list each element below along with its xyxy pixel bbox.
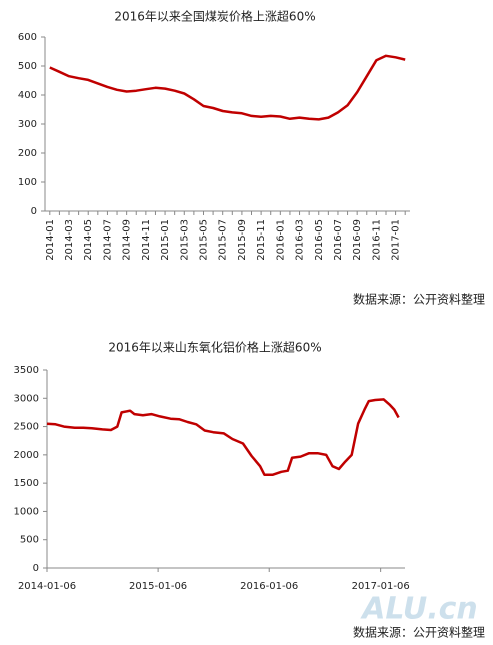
x-tick-label: 2014-09 bbox=[122, 219, 133, 261]
y-tick-label: 0 bbox=[33, 563, 39, 574]
y-tick-label: 3000 bbox=[14, 393, 39, 404]
data-line bbox=[46, 398, 400, 476]
x-tick-label: 2014-01 bbox=[45, 219, 56, 261]
x-tick-label: 2016-07 bbox=[333, 219, 344, 261]
y-tick-label: 100 bbox=[18, 177, 37, 188]
x-tick-label: 2014-01-06 bbox=[18, 581, 76, 592]
y-tick-label: 1000 bbox=[14, 506, 39, 517]
data-line bbox=[49, 54, 406, 121]
source-note: 数据来源：公开资料整理 bbox=[353, 292, 485, 307]
y-tick-label: 3500 bbox=[14, 365, 39, 376]
x-tick-label: 2016-05 bbox=[314, 219, 325, 261]
y-tick-label: 500 bbox=[18, 61, 37, 72]
x-tick-label: 2016-01 bbox=[275, 219, 286, 261]
y-tick-label: 400 bbox=[18, 90, 37, 101]
y-tick-label: 300 bbox=[18, 119, 37, 130]
y-tick-label: 2000 bbox=[14, 450, 39, 461]
chart-title: 2016年以来全国煤炭价格上涨超60% bbox=[114, 9, 315, 24]
y-tick-label: 2500 bbox=[14, 422, 39, 433]
x-tick-label: 2016-03 bbox=[295, 219, 306, 261]
y-tick-label: 200 bbox=[18, 148, 37, 159]
x-tick-label: 2015-05 bbox=[198, 219, 209, 261]
x-tick-label: 2015-01-06 bbox=[129, 581, 187, 592]
x-tick-label: 2017-01-06 bbox=[352, 581, 410, 592]
x-tick-label: 2015-11 bbox=[256, 219, 267, 261]
source-note: 数据来源：公开资料整理 bbox=[353, 625, 485, 640]
x-tick-label: 2015-09 bbox=[237, 219, 248, 261]
x-tick-label: 2014-11 bbox=[141, 219, 152, 261]
x-tick-label: 2016-09 bbox=[352, 219, 363, 261]
x-tick-label: 2015-07 bbox=[218, 219, 229, 261]
y-tick-label: 600 bbox=[18, 32, 37, 43]
x-tick-label: 2017-01 bbox=[391, 219, 402, 261]
y-tick-label: 1500 bbox=[14, 478, 39, 489]
x-tick-label: 2014-07 bbox=[102, 219, 113, 261]
x-tick-label: 2015-03 bbox=[179, 219, 190, 261]
x-tick-label: 2015-01 bbox=[160, 219, 171, 261]
y-tick-label: 0 bbox=[31, 206, 37, 217]
x-tick-label: 2016-11 bbox=[371, 219, 382, 261]
chart-title: 2016年以来山东氧化铝价格上涨超60% bbox=[108, 340, 321, 355]
y-tick-label: 500 bbox=[20, 535, 39, 546]
x-tick-label: 2014-05 bbox=[83, 219, 94, 261]
watermark: ALU.cn bbox=[360, 592, 478, 627]
x-tick-label: 2014-03 bbox=[64, 219, 75, 261]
x-tick-label: 2016-01-06 bbox=[240, 581, 298, 592]
